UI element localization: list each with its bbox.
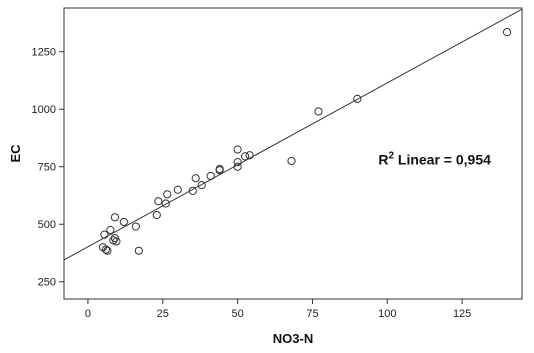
y-tick-label: 1000 bbox=[32, 104, 56, 116]
data-point bbox=[163, 190, 172, 199]
y-axis-ticks: 250 500 750 1000 1250 bbox=[32, 47, 64, 289]
data-point bbox=[161, 199, 170, 208]
y-axis-label: EC bbox=[8, 144, 23, 163]
data-point bbox=[154, 197, 163, 206]
data-point bbox=[197, 181, 206, 190]
y-tick-label: 750 bbox=[38, 162, 56, 174]
data-point bbox=[103, 246, 112, 255]
data-point bbox=[314, 107, 323, 116]
annotation-text: Linear = 0,954 bbox=[394, 151, 491, 167]
data-point bbox=[241, 152, 250, 161]
plot-frame bbox=[63, 7, 523, 300]
data-point bbox=[131, 222, 140, 231]
x-axis-ticks: 0 25 50 75 100 125 bbox=[85, 299, 471, 320]
x-tick-label: 25 bbox=[157, 308, 169, 320]
data-point bbox=[191, 174, 200, 183]
data-point bbox=[110, 213, 119, 222]
annotation-prefix: R bbox=[378, 151, 388, 167]
data-point bbox=[215, 164, 224, 174]
data-point bbox=[134, 246, 143, 255]
data-point bbox=[245, 151, 254, 160]
x-tick-label: 50 bbox=[231, 308, 243, 320]
r-squared-annotation: R2 Linear = 0,954 bbox=[378, 150, 491, 167]
annotation-superscript: 2 bbox=[388, 150, 394, 161]
y-tick-label: 250 bbox=[38, 277, 56, 289]
fit-line bbox=[63, 8, 523, 261]
data-point bbox=[233, 145, 242, 154]
data-point bbox=[173, 185, 182, 194]
x-axis-label: NO3-N bbox=[273, 331, 313, 346]
data-point bbox=[101, 245, 111, 254]
data-point bbox=[152, 210, 161, 220]
data-point bbox=[287, 156, 296, 166]
y-tick-label: 1250 bbox=[32, 47, 56, 59]
data-point bbox=[233, 162, 242, 171]
x-tick-label: 75 bbox=[306, 308, 318, 320]
y-tick-label: 500 bbox=[38, 219, 56, 231]
x-tick-label: 0 bbox=[85, 308, 91, 320]
x-tick-label: 125 bbox=[453, 308, 471, 320]
data-point bbox=[502, 28, 512, 37]
data-point bbox=[112, 237, 121, 246]
data-point bbox=[119, 217, 128, 227]
data-point bbox=[353, 94, 362, 103]
data-point bbox=[188, 186, 197, 195]
data-point bbox=[100, 230, 109, 239]
data-point bbox=[106, 225, 115, 235]
plot-area bbox=[63, 7, 523, 300]
data-point bbox=[206, 171, 215, 181]
data-point bbox=[233, 158, 242, 167]
fit-line-group bbox=[63, 8, 523, 261]
data-points bbox=[98, 28, 512, 255]
x-tick-label: 100 bbox=[378, 308, 396, 320]
